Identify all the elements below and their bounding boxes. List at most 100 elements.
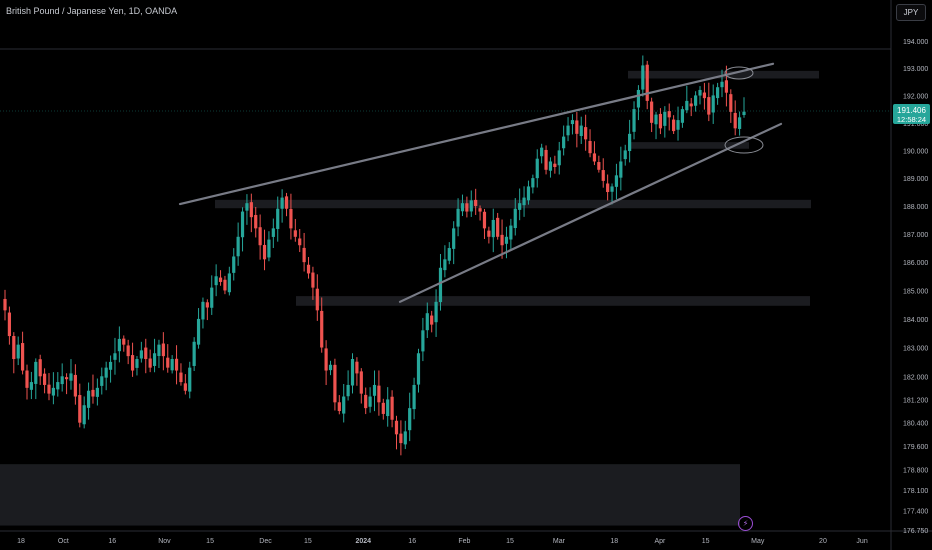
candle-body	[544, 149, 548, 170]
x-tick-label: 20	[819, 538, 827, 545]
candle-body	[280, 197, 284, 209]
candle-body	[658, 113, 663, 129]
candle-body	[487, 230, 491, 237]
candle-body	[3, 298, 7, 311]
candle-body	[518, 203, 522, 210]
candle-body	[183, 383, 187, 391]
candle-body	[460, 203, 465, 212]
candle-body	[456, 208, 460, 227]
candle-body	[139, 350, 143, 359]
candle-body	[548, 161, 553, 171]
chart-title: British Pound / Japanese Yen, 1D, OANDA	[6, 6, 178, 16]
candle-body	[355, 361, 359, 374]
candle-body	[148, 358, 152, 368]
candle-body	[126, 345, 130, 357]
candle-body	[117, 338, 121, 352]
candle-body	[654, 114, 658, 125]
candle-body	[86, 390, 91, 408]
candle-body	[724, 80, 729, 93]
candle-body	[562, 136, 566, 149]
candle-body	[641, 65, 645, 90]
candle-body	[223, 279, 227, 291]
candle-body	[214, 276, 218, 286]
y-tick-label: 189.000	[903, 176, 928, 183]
candle-body	[320, 310, 324, 348]
candle-body	[465, 203, 469, 212]
y-tick-label: 193.000	[903, 66, 928, 73]
candle-body	[350, 359, 355, 386]
candle-body	[408, 408, 412, 431]
candle-body	[632, 109, 636, 132]
candle-body	[694, 95, 698, 106]
candle-body	[425, 313, 429, 331]
candle-body	[672, 119, 676, 132]
candle-body	[201, 301, 205, 320]
candle-body	[430, 315, 434, 325]
candle-body	[478, 208, 482, 212]
candle-body	[342, 396, 346, 414]
candle-body	[438, 267, 443, 303]
candle-body	[161, 343, 165, 357]
candle-body	[188, 367, 192, 392]
price-axis[interactable]: 194.000 193.000 192.000 191.000 190.000 189.0…	[903, 39, 928, 535]
candle-body	[720, 81, 724, 88]
lower-wedge-line	[398, 122, 783, 303]
candle-body	[227, 273, 231, 293]
candle-body	[667, 111, 671, 118]
candle-body	[575, 120, 579, 134]
candle-body	[249, 202, 253, 218]
candle-body	[60, 376, 64, 385]
x-tick-label: May	[751, 538, 765, 545]
y-tick-label: 179.600	[903, 444, 928, 451]
candle-body	[711, 95, 715, 113]
candle-body	[245, 203, 249, 211]
y-tick-label: 178.100	[903, 488, 928, 495]
time-axis[interactable]: 18 Oct 16 Nov 15 Dec 15 2024 16 Feb 15 Mar 18 Apr 15 Ma…	[17, 538, 868, 545]
candle-body	[51, 387, 55, 396]
candle-body	[157, 344, 161, 356]
y-tick-label: 185.000	[903, 288, 928, 295]
candle-body	[240, 211, 245, 238]
candle-body	[729, 94, 733, 112]
x-tick-label: 15	[206, 538, 214, 545]
candle-body	[698, 89, 702, 96]
y-tick-label: 183.000	[903, 346, 928, 353]
candle-body	[579, 125, 583, 137]
x-tick-label: Oct	[58, 538, 69, 545]
candle-body	[78, 395, 82, 423]
candle-body	[592, 153, 597, 162]
candle-body	[386, 399, 390, 417]
candle-body	[368, 396, 372, 407]
candle-body	[628, 133, 632, 152]
price-tag-value: 191.406	[897, 106, 926, 115]
upper-support-zone	[628, 142, 749, 149]
candle-body	[64, 377, 69, 380]
x-tick-label: 16	[108, 538, 116, 545]
candle-body	[650, 101, 654, 123]
candle-body	[205, 302, 209, 308]
candle-body	[500, 234, 504, 246]
x-tick-label: Nov	[158, 538, 171, 545]
candle-body	[328, 364, 333, 371]
candle-body	[482, 211, 487, 229]
candle-body	[267, 239, 271, 258]
candle-body	[399, 433, 403, 444]
candle-body	[38, 359, 42, 377]
candle-body	[381, 402, 385, 414]
candle-body	[82, 405, 86, 425]
candle-body	[91, 389, 95, 397]
candle-body	[434, 301, 438, 323]
mid-zone	[215, 199, 811, 209]
candle-body	[531, 178, 535, 188]
candle-body	[289, 208, 293, 229]
lightning-bolt-icon[interactable]: ⚡	[738, 516, 753, 531]
currency-button[interactable]: JPY	[896, 4, 926, 21]
x-tick-label: Mar	[553, 538, 566, 545]
x-tick-label: Dec	[259, 538, 272, 545]
candle-body	[346, 384, 350, 397]
candle-body	[733, 112, 737, 129]
candle-body	[254, 214, 258, 229]
candle-body	[152, 353, 157, 366]
